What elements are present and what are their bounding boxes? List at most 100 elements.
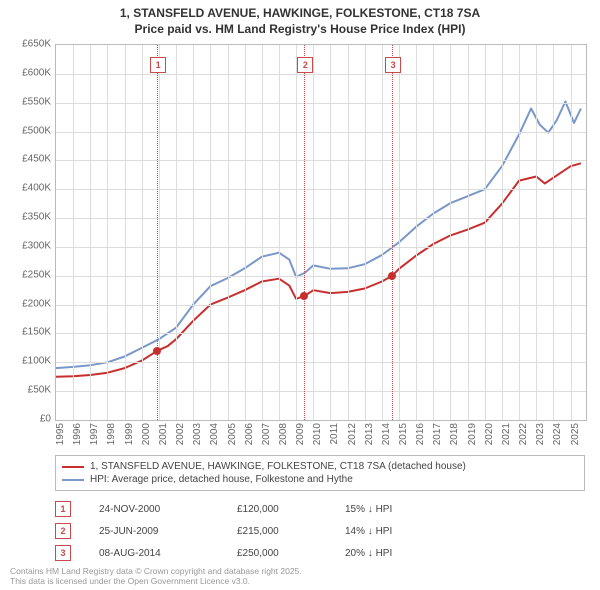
y-tick-label: £600K [22, 67, 51, 78]
x-tick-label: 2023 [535, 423, 546, 445]
marker-line [157, 45, 158, 420]
x-tick-label: 2012 [347, 423, 358, 445]
gridline-h [56, 160, 586, 161]
x-tick-label: 2011 [329, 423, 340, 445]
x-tick-label: 2017 [432, 423, 443, 445]
gridline-v [365, 45, 366, 420]
marker-line [392, 45, 393, 420]
x-tick-label: 2014 [381, 423, 392, 445]
legend-label-hpi: HPI: Average price, detached house, Folk… [90, 474, 353, 485]
y-tick-label: £0 [40, 414, 51, 425]
sales-row: 308-AUG-2014£250,00020% ↓ HPI [55, 542, 585, 564]
x-tick-label: 2019 [467, 423, 478, 445]
x-tick-label: 2024 [552, 423, 563, 445]
series-svg [56, 45, 586, 420]
x-tick-label: 2008 [278, 423, 289, 445]
gridline-v [313, 45, 314, 420]
x-tick-label: 2010 [312, 423, 323, 445]
sales-price: £250,000 [237, 548, 317, 559]
gridline-v [228, 45, 229, 420]
gridline-v [279, 45, 280, 420]
sales-price: £215,000 [237, 526, 317, 537]
legend-swatch-property [62, 466, 84, 468]
x-tick-label: 1995 [55, 423, 66, 445]
sales-date: 25-JUN-2009 [99, 526, 209, 537]
sales-delta: 15% ↓ HPI [345, 504, 445, 515]
y-axis: £0£50K£100K£150K£200K£250K£300K£350K£400… [0, 44, 55, 419]
gridline-h [56, 74, 586, 75]
x-tick-label: 2006 [244, 423, 255, 445]
legend-swatch-hpi [62, 479, 84, 481]
gridline-v [468, 45, 469, 420]
legend-row-hpi: HPI: Average price, detached house, Folk… [62, 473, 578, 486]
gridline-v [245, 45, 246, 420]
x-axis: 1995199619971998199920002001200220032004… [55, 419, 585, 459]
gridline-v [399, 45, 400, 420]
x-tick-label: 1996 [72, 423, 83, 445]
gridline-v [296, 45, 297, 420]
gridline-v [348, 45, 349, 420]
title-line-1: 1, STANSFELD AVENUE, HAWKINGE, FOLKESTON… [0, 6, 600, 22]
x-tick-label: 2015 [398, 423, 409, 445]
x-tick-label: 2002 [175, 423, 186, 445]
gridline-v [142, 45, 143, 420]
gridline-h [56, 218, 586, 219]
gridline-v [416, 45, 417, 420]
sales-price: £120,000 [237, 504, 317, 515]
x-tick-label: 2021 [501, 423, 512, 445]
footer-line-2: This data is licensed under the Open Gov… [10, 576, 302, 587]
x-tick-label: 2025 [570, 423, 581, 445]
gridline-v [176, 45, 177, 420]
gridline-v [553, 45, 554, 420]
gridline-h [56, 189, 586, 190]
footer: Contains HM Land Registry data © Crown c… [10, 566, 302, 587]
gridline-h [56, 103, 586, 104]
sales-index-box: 2 [55, 523, 71, 539]
gridline-h [56, 247, 586, 248]
y-tick-label: £300K [22, 240, 51, 251]
footer-line-1: Contains HM Land Registry data © Crown c… [10, 566, 302, 577]
legend-label-property: 1, STANSFELD AVENUE, HAWKINGE, FOLKESTON… [90, 461, 466, 472]
gridline-v [107, 45, 108, 420]
x-tick-label: 2001 [158, 423, 169, 445]
gridline-v [450, 45, 451, 420]
plot-area: 123 [55, 44, 587, 421]
gridline-v [262, 45, 263, 420]
x-tick-label: 1999 [124, 423, 135, 445]
y-tick-label: £550K [22, 96, 51, 107]
title-line-2: Price paid vs. HM Land Registry's House … [0, 22, 600, 38]
gridline-h [56, 276, 586, 277]
sales-delta: 20% ↓ HPI [345, 548, 445, 559]
x-tick-label: 2016 [415, 423, 426, 445]
y-tick-label: £500K [22, 125, 51, 136]
y-tick-label: £650K [22, 39, 51, 50]
gridline-h [56, 391, 586, 392]
sales-date: 24-NOV-2000 [99, 504, 209, 515]
chart-container: 1, STANSFELD AVENUE, HAWKINGE, FOLKESTON… [0, 0, 600, 590]
sales-index-box: 1 [55, 501, 71, 517]
marker-box: 1 [150, 57, 166, 73]
marker-box: 2 [297, 57, 313, 73]
x-tick-label: 1998 [106, 423, 117, 445]
legend-row-property: 1, STANSFELD AVENUE, HAWKINGE, FOLKESTON… [62, 460, 578, 473]
gridline-v [571, 45, 572, 420]
gridline-v [73, 45, 74, 420]
y-tick-label: £400K [22, 183, 51, 194]
chart-title: 1, STANSFELD AVENUE, HAWKINGE, FOLKESTON… [0, 0, 600, 37]
x-tick-label: 2005 [227, 423, 238, 445]
y-tick-label: £350K [22, 212, 51, 223]
gridline-h [56, 362, 586, 363]
y-tick-label: £450K [22, 154, 51, 165]
y-tick-label: £50K [28, 385, 51, 396]
gridline-h [56, 132, 586, 133]
sales-row: 1 24-NOV-2000 £120,000 15% ↓ HPI [55, 498, 585, 520]
gridline-v [193, 45, 194, 420]
x-tick-label: 2020 [484, 423, 495, 445]
gridline-v [210, 45, 211, 420]
gridline-h [56, 333, 586, 334]
gridline-v [519, 45, 520, 420]
y-tick-label: £250K [22, 269, 51, 280]
y-tick-label: £200K [22, 298, 51, 309]
gridline-v [433, 45, 434, 420]
x-tick-label: 2022 [518, 423, 529, 445]
